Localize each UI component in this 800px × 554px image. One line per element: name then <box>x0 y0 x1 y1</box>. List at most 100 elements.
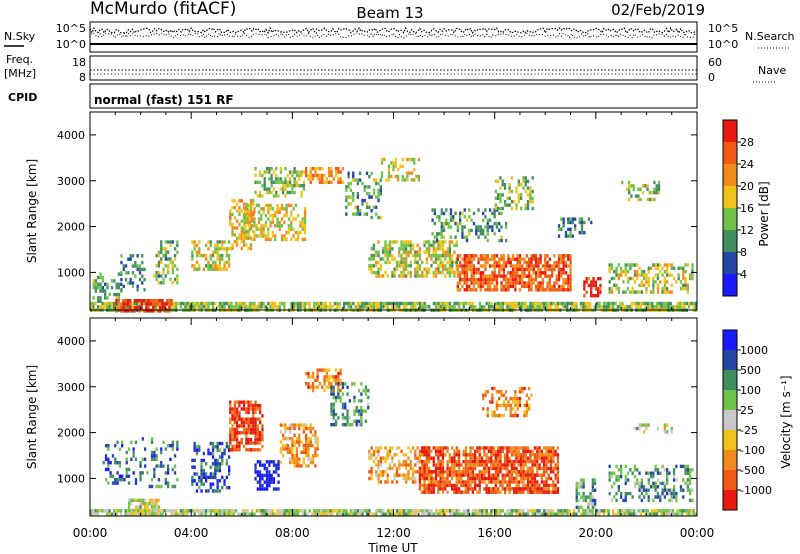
power-echo-cell <box>259 173 262 178</box>
power-echo-cell <box>526 179 530 183</box>
velocity-echo-cell <box>533 512 537 516</box>
power-echo-cell <box>352 212 355 216</box>
velocity-echo-cell <box>334 375 338 379</box>
velocity-echo-cell <box>547 512 550 516</box>
power-echo-cell <box>493 208 496 212</box>
velocity-echo-cell <box>434 470 438 474</box>
velocity-echo-cell <box>527 512 530 516</box>
velocity-echo-cell <box>509 403 512 408</box>
velocity-echo-cell <box>360 423 363 427</box>
velocity-echo-cell <box>360 399 363 403</box>
velocity-echo-cell <box>125 457 128 461</box>
velocity-echo-cell <box>295 457 299 461</box>
velocity-echo-cell <box>291 450 294 454</box>
velocity-echo-cell <box>613 481 616 486</box>
power-echo-cell <box>470 260 473 265</box>
velocity-echo-cell <box>441 490 445 494</box>
power-echo-cell <box>311 173 315 178</box>
velocity-echo-cell <box>474 449 477 454</box>
velocity-echo-cell <box>247 427 250 432</box>
power-echo-cell <box>216 264 219 268</box>
velocity-echo-cell <box>323 388 326 393</box>
power-echo-cell <box>472 211 476 216</box>
velocity-echo-cell <box>193 479 196 483</box>
velocity-echo-cell <box>421 446 424 450</box>
velocity-echo-cell <box>205 489 208 493</box>
velocity-echo-cell <box>141 457 144 461</box>
power-echo-cell <box>475 267 478 272</box>
power-echo-cell <box>341 167 345 171</box>
power-echo-cell <box>229 222 232 227</box>
power-echo-cell <box>657 191 661 195</box>
velocity-echo-cell <box>545 456 548 460</box>
power-echo-cell <box>352 198 355 203</box>
power-echo-cell <box>269 301 272 306</box>
velocity-echo-cell <box>119 509 123 513</box>
power-echo-cell <box>602 305 606 309</box>
power-echo-cell <box>303 207 307 211</box>
velocity-echo-cell <box>107 447 110 451</box>
velocity-echo-cell <box>322 512 325 516</box>
velocity-echo-cell <box>407 473 410 477</box>
velocity-echo-cell <box>545 490 548 494</box>
velocity-echo-cell <box>116 481 119 485</box>
velocity-echo-cell <box>423 480 426 484</box>
power-echo-cell <box>516 260 519 265</box>
power-echo-cell <box>405 264 408 268</box>
power-echo-cell <box>295 173 299 178</box>
power-echo-cell <box>663 263 666 267</box>
velocity-echo-cell <box>471 446 474 450</box>
velocity-echo-cell <box>330 409 333 413</box>
velocity-echo-cell <box>367 389 370 393</box>
power-echo-cell <box>218 240 222 244</box>
velocity-echo-cell <box>538 456 541 460</box>
power-echo-cell <box>106 301 109 306</box>
velocity-echo-cell <box>272 470 276 474</box>
power-echo-cell <box>136 288 139 292</box>
velocity-echo-cell <box>547 483 550 488</box>
power-echo-cell <box>428 247 431 251</box>
velocity-echo-cell <box>228 485 231 490</box>
velocity-echo-cell <box>662 512 665 516</box>
power-echo-cell <box>365 171 369 175</box>
power-echo-cell <box>99 282 102 286</box>
power-echo-cell <box>127 281 130 285</box>
power-echo-cell <box>456 281 459 285</box>
velocity-echo-cell <box>439 459 442 464</box>
velocity-echo-cell <box>515 509 518 513</box>
velocity-echo-cell <box>448 483 451 488</box>
power-echo-cell <box>461 271 464 275</box>
velocity-echo-cell <box>457 480 461 484</box>
power-echo-cell <box>575 301 578 306</box>
power-echo-cell <box>637 187 640 191</box>
velocity-echo-cell <box>139 471 142 475</box>
power-echo-cell <box>165 309 169 313</box>
power-echo-cell <box>294 217 297 221</box>
velocity-echo-cell <box>435 512 438 516</box>
velocity-echo-cell <box>458 512 461 516</box>
velocity-echo-cell <box>353 412 356 417</box>
velocity-echo-cell <box>277 487 280 491</box>
velocity-echo-cell <box>193 465 196 469</box>
velocity-echo-cell <box>550 509 553 513</box>
velocity-echo-cell <box>425 487 428 491</box>
velocity-echo-cell <box>423 483 426 488</box>
velocity-echo-cell <box>236 410 239 415</box>
power-echo-cell <box>239 305 242 309</box>
power-echo-cell <box>486 260 489 265</box>
velocity-echo-cell <box>510 466 514 471</box>
velocity-echo-cell <box>467 512 470 516</box>
power-echo-cell <box>352 171 355 175</box>
power-echo-cell <box>594 280 597 284</box>
velocity-echo-cell <box>259 470 262 474</box>
power-echo-cell <box>409 270 412 275</box>
power-echo-cell <box>434 270 438 275</box>
velocity-echo-cell <box>240 431 243 435</box>
power-echo-cell <box>316 167 319 171</box>
power-echo-cell <box>452 218 455 222</box>
velocity-echo-cell <box>107 481 110 485</box>
velocity-echo-cell <box>646 512 649 516</box>
power-echo-cell <box>406 178 409 182</box>
power-echo-cell <box>275 167 278 171</box>
